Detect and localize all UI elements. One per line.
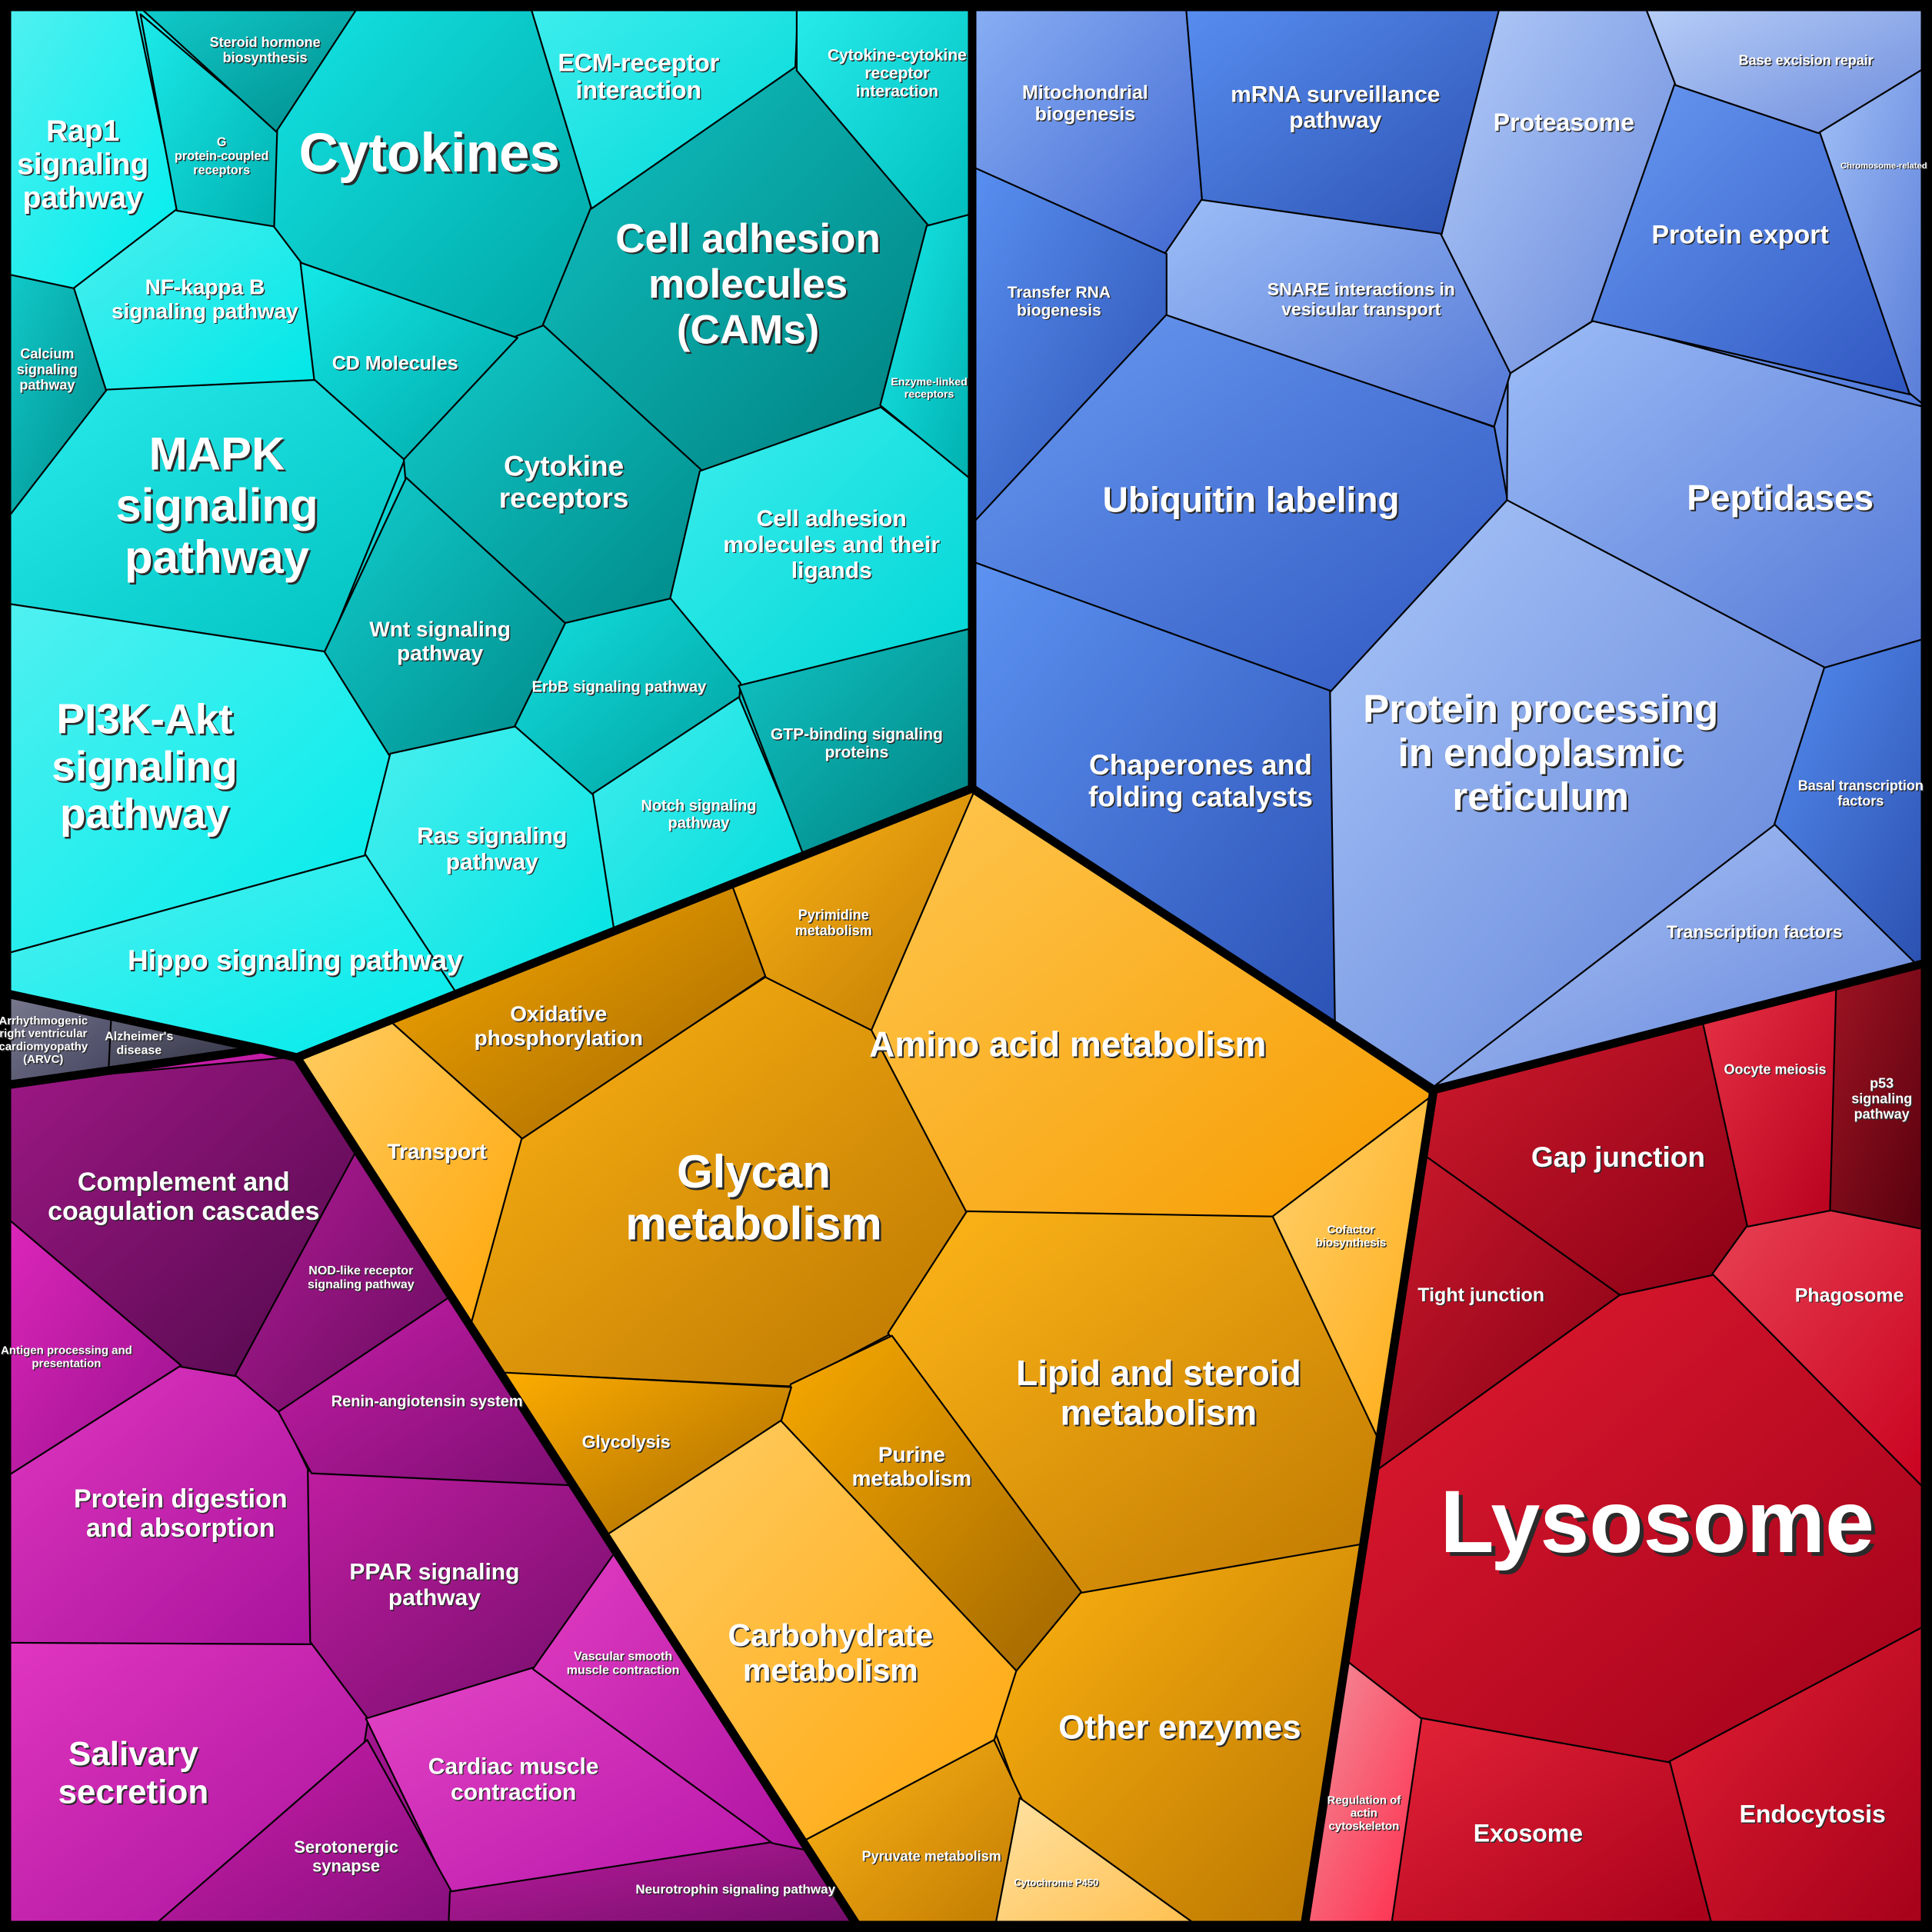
svg-text:Exosome: Exosome [1474,1820,1583,1847]
svg-text:Peptidases: Peptidases [1687,478,1874,518]
svg-text:Phagosome: Phagosome [1795,1284,1904,1306]
svg-text:Endocytosis: Endocytosis [1740,1800,1886,1828]
svg-text:Renin-angiotensin system: Renin-angiotensin system [331,1394,523,1411]
svg-text:Neurotrophin signaling pathway: Neurotrophin signaling pathway [635,1883,835,1897]
svg-text:Cytochrome P450: Cytochrome P450 [1014,1877,1098,1888]
svg-text:Protein export: Protein export [1651,221,1828,250]
svg-text:ErbB signaling pathway: ErbB signaling pathway [532,679,708,696]
svg-text:Tight junction: Tight junction [1417,1284,1544,1305]
svg-text:Chromosome-related: Chromosome-related [1840,162,1927,171]
svg-text:Other enzymes: Other enzymes [1058,1708,1301,1746]
svg-text:CD Molecules: CD Molecules [332,352,458,374]
svg-text:Lysosome: Lysosome [1440,1473,1874,1571]
svg-text:Transport: Transport [387,1140,486,1164]
svg-text:Oocyte meiosis: Oocyte meiosis [1724,1061,1826,1077]
svg-text:Complement andcoagulation casc: Complement and coagulation cascades [48,1168,319,1226]
svg-text:Base excision repair: Base excision repair [1739,52,1874,68]
svg-text:Glycolysis: Glycolysis [582,1432,671,1452]
svg-text:Hippo signaling pathway: Hippo signaling pathway [128,944,463,976]
svg-text:Cytokines: Cytokines [299,123,560,184]
svg-text:Ubiquitin labeling: Ubiquitin labeling [1103,480,1400,520]
svg-text:ECM-receptorinteraction: ECM-receptor interaction [558,49,719,105]
svg-text:Proteasome: Proteasome [1494,108,1634,136]
svg-text:Carbohydratemetabolism: Carbohydrate metabolism [728,1617,934,1688]
svg-text:Pyruvate metabolism: Pyruvate metabolism [862,1848,1001,1864]
svg-text:Amino acid metabolism: Amino acid metabolism [869,1024,1266,1064]
svg-text:Transcription factors: Transcription factors [1667,922,1843,942]
svg-text:Gap junction: Gap junction [1531,1141,1705,1173]
svg-text:Chaperones andfolding catalyst: Chaperones and folding catalysts [1088,749,1313,813]
